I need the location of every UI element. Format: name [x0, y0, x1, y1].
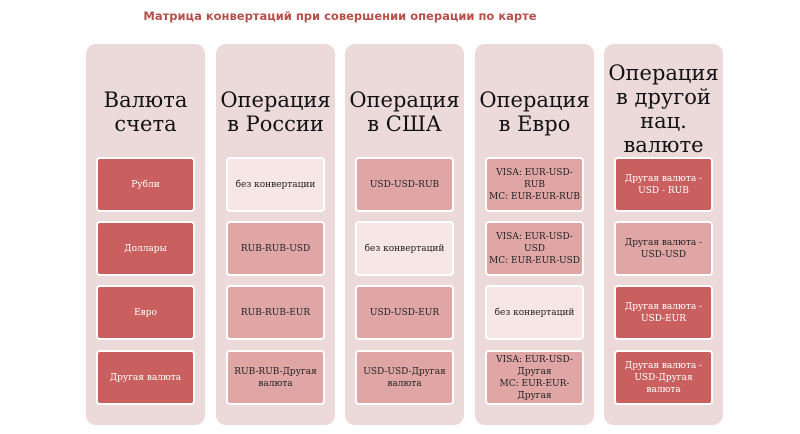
column-header: Операция в США — [349, 88, 460, 136]
matrix-cell: USD-USD-EUR — [355, 285, 454, 340]
matrix-cell: USD-USD-Другая валюта — [355, 350, 454, 405]
matrix-cell: Евро — [96, 285, 195, 340]
column-1: Валюта счета Рубли Доллары Евро Другая валют… — [86, 44, 205, 425]
column-5: Операция в другой нац. валюте Другая валю… — [604, 44, 723, 425]
matrix-cell: Рубли — [96, 157, 195, 212]
matrix-cell: RUB-RUB-EUR — [226, 285, 325, 340]
matrix-cell: VISA: EUR-USD-RUB MC: EUR-EUR-RUB — [485, 157, 584, 212]
column-header: Операция в Евро — [479, 88, 590, 136]
column-2: Операция в России без конвертации RUB-RUB-… — [216, 44, 335, 425]
diagram-title: Матрица конвертаций при совершении опера… — [143, 9, 537, 23]
column-3: Операция в США USD-USD-RUB без конвертаций… — [345, 44, 464, 425]
matrix-cell: Другая валюта - USD-USD — [614, 221, 713, 276]
column-4: Операция в Евро VISA: EUR-USD-RUB MC: EUR… — [475, 44, 594, 425]
matrix-cell: Другая валюта - USD-EUR — [614, 285, 713, 340]
matrix-cell: RUB-RUB-USD — [226, 221, 325, 276]
matrix-cell: VISA: EUR-USD- Другая MC: EUR-EUR- Друга… — [485, 350, 584, 405]
matrix-cell: RUB-RUB-Другая валюта — [226, 350, 325, 405]
matrix-cell: VISA: EUR-USD-USD MC: EUR-EUR-USD — [485, 221, 584, 276]
matrix-cell: без конвертации — [226, 157, 325, 212]
column-header: Валюта счета — [103, 88, 188, 136]
matrix-cell: без конвертаций — [355, 221, 454, 276]
matrix-cell: Другая валюта - USD-Другая валюта — [614, 350, 713, 405]
matrix-cell: USD-USD-RUB — [355, 157, 454, 212]
matrix-cell: без конвертаций — [485, 285, 584, 340]
column-header: Операция в России — [220, 88, 331, 136]
matrix-cell: Другая валюта — [96, 350, 195, 405]
matrix-cell: Доллары — [96, 221, 195, 276]
matrix-cell: Другая валюта - USD - RUB — [614, 157, 713, 212]
column-header: Операция в другой нац. валюте — [608, 61, 719, 157]
